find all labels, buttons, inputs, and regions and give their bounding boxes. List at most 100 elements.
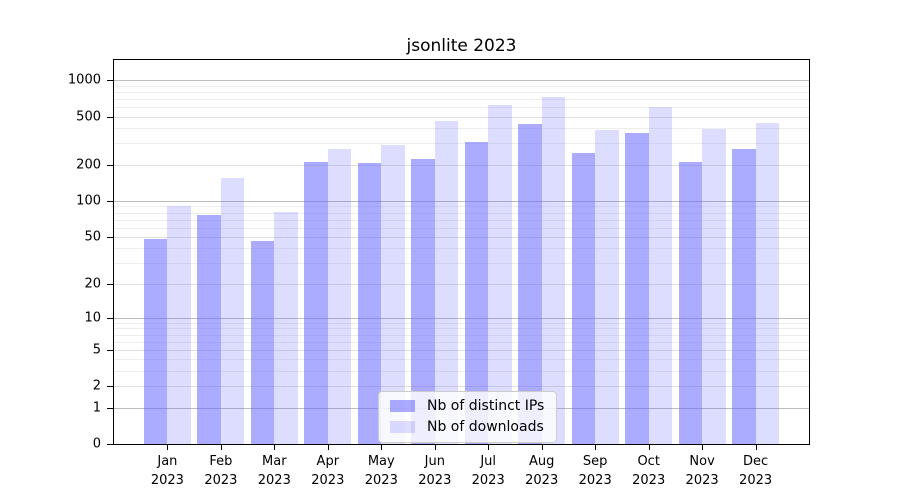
gridline [114,359,809,361]
legend-item-downloads: Nb of downloads [390,419,544,435]
x-tick-label: Apr 2023 [311,454,345,488]
x-tick-label: Sep 2023 [578,454,612,488]
bar [648,107,673,444]
gridline [114,386,809,388]
gridline [114,98,809,100]
x-tick [702,445,704,450]
bar [464,142,489,444]
legend: Nb of distinct IPs Nb of downloads [378,391,558,443]
y-tick-label: 1000 [67,72,101,88]
gridline [114,349,809,351]
gridline [114,371,809,372]
y-tick [107,283,113,285]
y-tick-label: 0 [92,436,101,452]
bar [143,239,168,444]
gridline [114,328,809,330]
gridline [114,227,809,229]
plot-area [113,59,810,445]
bar [755,122,780,444]
x-tick-label: May 2023 [364,454,398,488]
legend-label-distinct-ips: Nb of distinct IPs [427,398,545,414]
gridline [114,128,809,130]
x-tick [434,445,436,450]
y-tick [107,407,113,409]
y-tick-label: 200 [76,157,101,173]
gridline [114,322,809,324]
gridline [114,206,809,208]
y-tick [107,164,113,166]
bar [595,129,619,444]
gridline [114,248,809,250]
x-tick-label: Feb 2023 [204,454,238,488]
bar [357,163,382,444]
gridline [114,116,809,118]
y-tick [107,236,113,238]
x-tick-label: Nov 2023 [685,454,719,488]
x-tick [274,445,276,450]
y-tick [107,116,113,118]
bar [625,132,649,444]
x-tick-label: Dec 2023 [739,454,773,488]
bar [274,211,298,444]
x-tick [648,445,650,450]
y-tick [107,349,113,351]
gridline [114,212,809,214]
gridline [114,85,809,87]
gridline [114,107,809,108]
legend-swatch-downloads [390,421,415,433]
y-tick [107,200,113,202]
bar [411,159,435,444]
y-tick-label: 5 [92,342,101,358]
bar [518,124,542,444]
bar [678,162,703,444]
bar [220,177,245,444]
bar [197,215,221,444]
x-tick [488,445,490,450]
bar [541,97,566,444]
bar [732,149,756,444]
x-tick [167,445,169,450]
y-tick-label: 100 [76,193,101,209]
legend-item-distinct-ips: Nb of distinct IPs [390,398,544,414]
x-tick [541,445,543,450]
gridline [114,80,809,82]
y-tick [107,444,113,445]
y-tick [107,386,113,388]
x-tick-label: Jan 2023 [150,454,184,488]
y-tick-label: 20 [84,276,101,292]
gridline [114,334,809,336]
y-tick-label: 10 [84,310,101,326]
y-tick-label: 2 [92,378,101,394]
gridline [114,317,809,319]
bar [488,105,512,444]
x-tick-label: Oct 2023 [632,454,666,488]
gridline [114,164,809,166]
gridline [114,143,809,145]
x-tick [595,445,597,450]
x-tick-label: Mar 2023 [257,454,291,488]
y-tick-label: 500 [76,109,101,125]
bar [304,162,328,444]
x-tick [381,445,383,450]
gridline [114,200,809,202]
gridline [114,283,809,285]
bar [327,148,352,444]
y-tick-label: 50 [84,229,101,245]
x-tick [755,445,757,450]
x-tick-label: Jun 2023 [418,454,452,488]
bar [434,120,459,444]
x-tick [327,445,329,450]
y-tick [107,317,113,319]
x-tick [220,445,222,450]
gridline [114,263,809,265]
x-tick-label: Jul 2023 [471,454,505,488]
bar [571,153,596,444]
bar [167,205,191,444]
chart-title: jsonlite 2023 [406,36,517,56]
y-tick-label: 1 [92,400,101,415]
bar [381,145,405,444]
gridline [114,91,809,93]
legend-label-downloads: Nb of downloads [427,419,544,435]
bar [250,241,275,444]
